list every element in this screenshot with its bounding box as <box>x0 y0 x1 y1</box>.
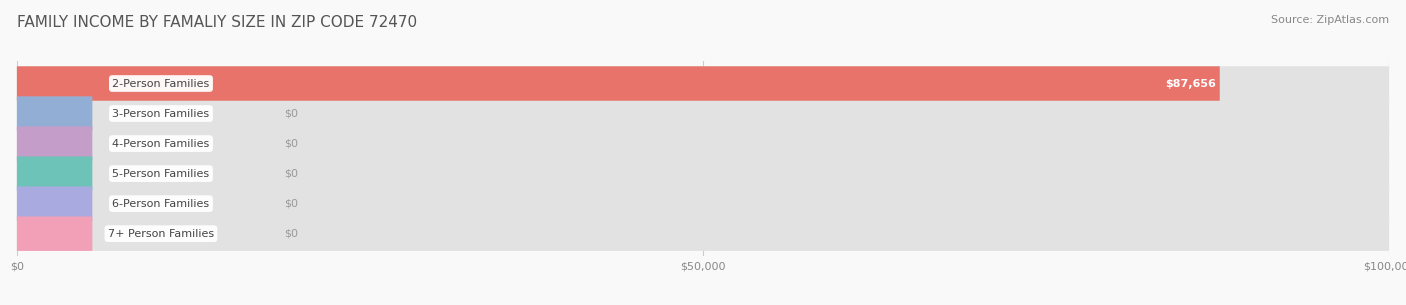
Text: 2-Person Families: 2-Person Families <box>112 78 209 88</box>
Text: Source: ZipAtlas.com: Source: ZipAtlas.com <box>1271 15 1389 25</box>
Text: $87,656: $87,656 <box>1166 78 1216 88</box>
Text: FAMILY INCOME BY FAMALIY SIZE IN ZIP CODE 72470: FAMILY INCOME BY FAMALIY SIZE IN ZIP COD… <box>17 15 418 30</box>
FancyBboxPatch shape <box>17 217 93 251</box>
Text: $0: $0 <box>284 169 298 179</box>
FancyBboxPatch shape <box>17 156 93 191</box>
Text: 6-Person Families: 6-Person Families <box>112 199 209 209</box>
FancyBboxPatch shape <box>17 186 1389 221</box>
Text: 3-Person Families: 3-Person Families <box>112 109 209 119</box>
Text: $0: $0 <box>284 109 298 119</box>
Text: 4-Person Families: 4-Person Families <box>112 138 209 149</box>
FancyBboxPatch shape <box>17 156 1389 191</box>
Text: $0: $0 <box>284 199 298 209</box>
FancyBboxPatch shape <box>17 66 1220 101</box>
FancyBboxPatch shape <box>17 96 93 131</box>
Text: 5-Person Families: 5-Person Families <box>112 169 209 179</box>
FancyBboxPatch shape <box>17 126 1389 161</box>
FancyBboxPatch shape <box>17 66 1389 101</box>
FancyBboxPatch shape <box>17 186 93 221</box>
Text: $0: $0 <box>284 229 298 239</box>
Text: 7+ Person Families: 7+ Person Families <box>108 229 214 239</box>
FancyBboxPatch shape <box>17 96 1389 131</box>
Text: $0: $0 <box>284 138 298 149</box>
FancyBboxPatch shape <box>17 126 93 161</box>
FancyBboxPatch shape <box>17 217 1389 251</box>
